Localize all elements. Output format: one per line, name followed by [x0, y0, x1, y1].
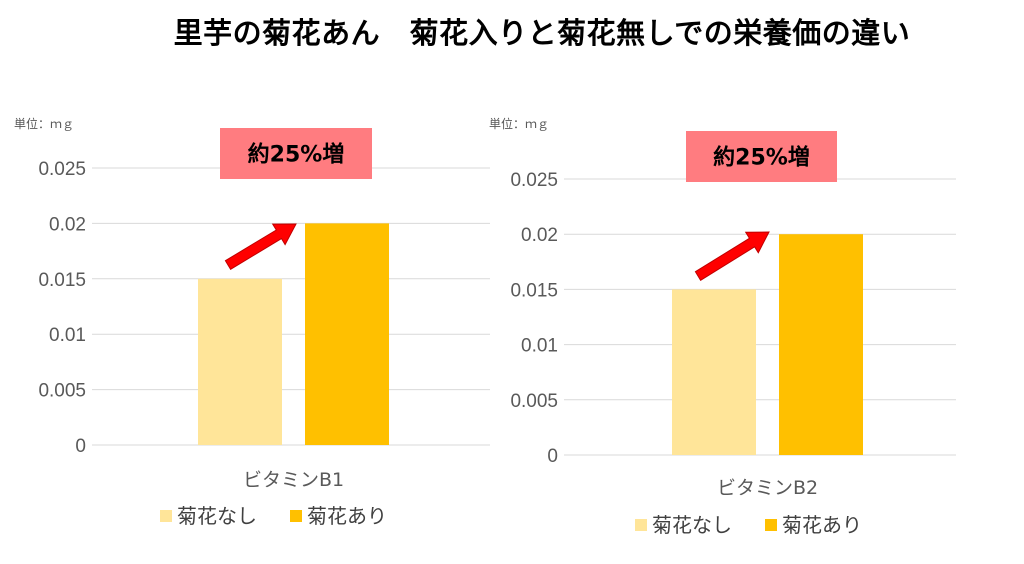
b1-unit-label: 単位：ｍｇ: [14, 116, 74, 131]
b2-ytick-label: 0.005: [510, 391, 558, 412]
b1-legend-swatch-with: [290, 510, 302, 522]
b2-legend-label-with: 菊花あり: [782, 513, 862, 537]
b2-ytick-label: 0.015: [510, 280, 558, 301]
b1-bar-with: [305, 223, 389, 445]
b2-increase-arrow: [694, 231, 770, 281]
b1-ytick-label: 0.01: [49, 325, 86, 346]
b2-legend-swatch-without: [635, 519, 647, 531]
b2-bar-with: [779, 234, 863, 455]
page-title: 里芋の菊花あん 菊花入りと菊花無しでの栄養価の違い: [173, 16, 911, 50]
b2-ytick-label: 0: [547, 446, 558, 467]
b1-callout-box: [220, 128, 372, 179]
b1-ytick-label: 0.02: [49, 214, 86, 235]
b1-callout-text: 約25%増: [248, 142, 345, 168]
b2-legend-label-without: 菊花なし: [652, 513, 732, 537]
chart-vitamin-b2: 単位：ｍｇ 0 0.005 0.01 0.015 0.02 0.025 ビタミンB2 約25%増…: [472, 0, 992, 564]
b1-bar-without: [198, 278, 282, 445]
b1-increase-arrow: [224, 223, 297, 270]
b1-legend-label-without: 菊花なし: [177, 504, 257, 528]
chart-vitamin-b2-svg: 単位：ｍｇ 0 0.005 0.01 0.015 0.02 0.025 ビタミンB2 約25%増…: [489, 116, 956, 537]
b2-bar-without: [672, 289, 756, 455]
b1-ytick-label: 0.015: [38, 270, 86, 291]
b1-legend-label-with: 菊花あり: [307, 504, 387, 528]
b1-legend-swatch-without: [160, 510, 172, 522]
chart-vitamin-b1-svg: 単位：ｍｇ 0 0.005 0.01 0.015 0.02 0.025 ビタミンB1 約25%増…: [14, 116, 490, 528]
b2-ytick-label: 0.025: [510, 170, 558, 191]
chart-vitamin-b1: 単位：ｍｇ 0 0.005 0.01 0.015 0.02 0.025 ビタミンB1 約25%増…: [14, 116, 490, 528]
b1-ytick-label: 0.025: [38, 159, 86, 180]
b1-ytick-label: 0.005: [38, 381, 86, 402]
b2-ytick-label: 0.01: [521, 336, 558, 357]
b2-category-label: ビタミンB2: [717, 477, 818, 499]
b2-ytick-label: 0.02: [521, 225, 558, 246]
b1-category-label: ビタミンB1: [243, 469, 344, 491]
b2-callout-box: [686, 131, 837, 182]
b2-callout-text: 約25%増: [713, 145, 810, 171]
b2-legend-swatch-with: [765, 519, 777, 531]
b2-unit-label: 単位：ｍｇ: [489, 116, 549, 131]
b1-ytick-label: 0: [75, 436, 86, 457]
